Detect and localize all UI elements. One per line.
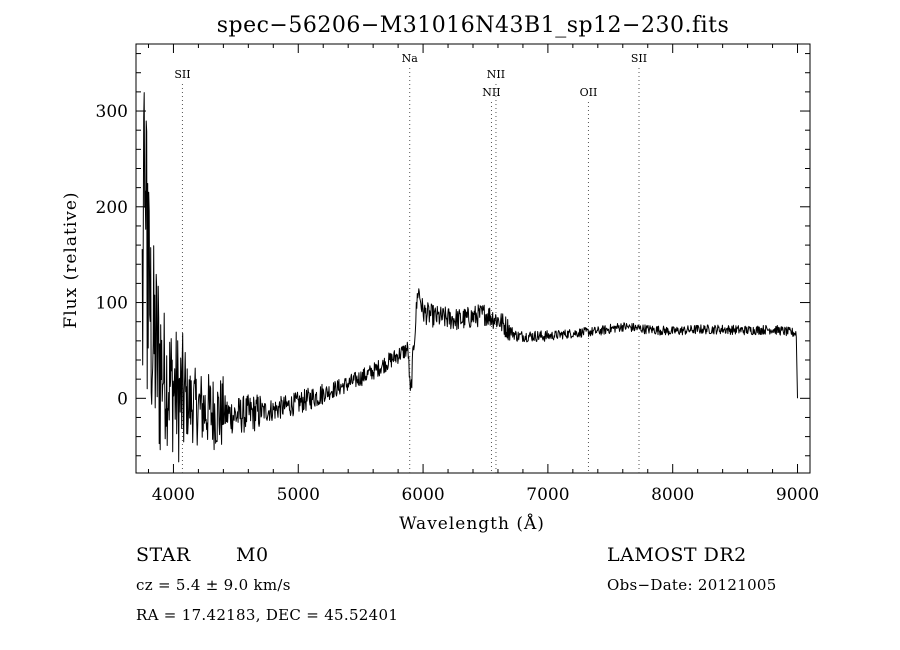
spectral-line-markers: SII Na NII NII OII SII [174, 52, 647, 473]
spectral-line-label: NII [482, 86, 500, 99]
plot-area: SII Na NII NII OII SII 4000 5000 6000 7000 8000 90… [96, 43, 820, 505]
object-class: STAR [136, 544, 191, 566]
ra-dec: RA = 17.42183, DEC = 45.52401 [136, 606, 398, 624]
x-tick-label: 9000 [776, 485, 819, 505]
x-axis-title: Wavelength (Å) [399, 513, 545, 534]
spectral-line-label: NII [487, 68, 505, 81]
info-panel: STAR M0 LAMOST DR2 cz = 5.4 ± 9.0 km/s O… [136, 544, 777, 624]
obs-date: Obs−Date: 20121005 [607, 576, 777, 594]
y-tick-label: 0 [117, 389, 128, 409]
axis-tick-labels: 4000 5000 6000 7000 8000 9000 0 100 200 300 [96, 102, 820, 505]
y-axis-title: Flux (relative) [61, 191, 81, 328]
y-tick-label: 300 [96, 102, 128, 122]
redshift-cz: cz = 5.4 ± 9.0 km/s [136, 576, 291, 594]
x-tick-label: 6000 [401, 485, 444, 505]
axis-ticks [136, 44, 810, 473]
x-tick-label: 5000 [277, 485, 320, 505]
spectral-line-label: OII [580, 86, 598, 99]
plot-frame [135, 43, 811, 474]
object-subclass: M0 [236, 544, 269, 566]
y-tick-label: 100 [96, 294, 128, 314]
y-tick-label: 200 [96, 198, 128, 218]
x-tick-label: 4000 [152, 485, 195, 505]
spectral-line-label: Na [402, 52, 419, 65]
series-line-spectrum [141, 92, 798, 463]
chart-title: spec−56206−M31016N43B1_sp12−230.fits [217, 13, 730, 38]
spectral-line-label: SII [631, 52, 647, 65]
spectral-line-label: SII [174, 68, 190, 81]
x-tick-label: 7000 [526, 485, 569, 505]
x-tick-label: 8000 [651, 485, 694, 505]
survey-name: LAMOST DR2 [607, 544, 747, 566]
